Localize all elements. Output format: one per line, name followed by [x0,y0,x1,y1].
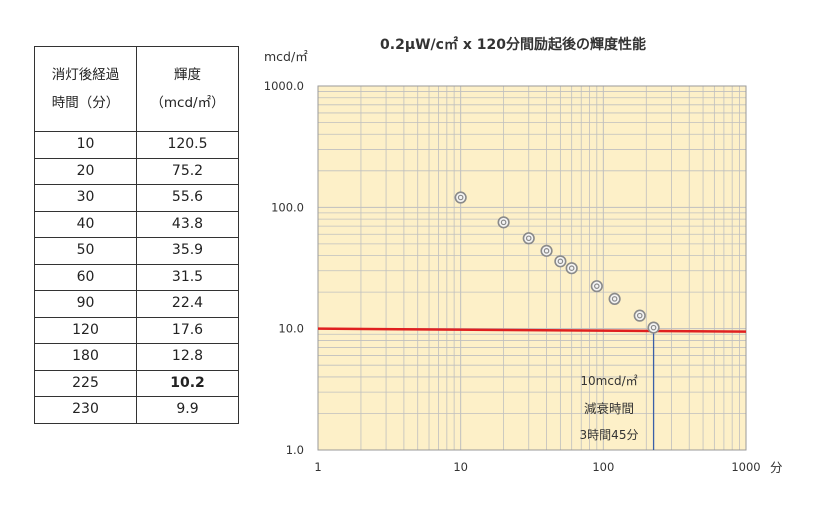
annotation-line-1: 10mcd/㎡ [580,374,637,388]
data-point-inner [611,296,618,302]
cell-time: 225 [34,369,137,397]
data-point-inner [500,219,507,226]
header-elapsed-time: 消灯後経過 時間（分） [34,46,137,132]
plot-frame [317,85,747,451]
table-header-row: 消灯後経過 時間（分） 輝度 （mcd/㎡） [34,46,239,132]
cell-luminance: 17.6 [136,316,239,344]
y-axis-unit-label: mcd/㎡ [264,49,308,64]
table-row: 40 43.8 [34,210,239,238]
cell-luminance-highlight: 10.2 [136,369,239,397]
cell-luminance: 75.2 [136,157,239,185]
data-point [633,309,646,322]
data-point [497,216,510,229]
cell-luminance: 43.8 [136,210,239,238]
cell-time: 40 [34,210,137,238]
cell-time: 10 [34,131,137,159]
table-row: 10 120.5 [34,131,239,159]
data-table: 消灯後経過 時間（分） 輝度 （mcd/㎡） 10 120.5 20 75.2 30… [34,46,239,424]
data-point [590,280,603,293]
header-luminance-line1: 輝度 [174,67,201,83]
x-tick-label: 100 [592,460,614,474]
table-row: 120 17.6 [34,316,239,344]
x-tick-label: 10 [453,460,468,474]
plot-background [318,86,746,450]
cell-luminance: 22.4 [136,290,239,318]
data-table-container: 消灯後経過 時間（分） 輝度 （mcd/㎡） 10 120.5 20 75.2 30… [34,46,239,424]
header-elapsed-time-line1: 消灯後経過 [51,67,120,83]
table-row: 230 9.9 [34,396,239,424]
data-point [608,292,621,305]
data-point-inner [594,283,600,289]
header-luminance-line2: （mcd/㎡） [150,95,225,111]
data-point-inner [525,235,532,242]
table-row: 30 55.6 [34,184,239,212]
cell-luminance: 120.5 [136,131,239,159]
data-point [540,244,553,257]
data-point-inner [568,265,575,272]
data-point-inner [557,258,564,265]
cell-time: 20 [34,157,137,185]
table-row: 225 10.2 [34,369,239,397]
data-point-inner [457,194,464,201]
plot-area: 1 10 100 1000 1.0 10.0 100.0 1000.0 [264,79,761,474]
data-point [454,191,467,204]
reference-line-10mcd [317,327,747,333]
annotation-line-2: 減衰時間 [584,401,634,416]
cell-time: 60 [34,263,137,291]
x-tick-label: 1 [314,460,321,474]
data-point [522,232,535,245]
chart-title: 0.2μW/c㎡ x 120分間励起後の輝度性能 [380,36,646,53]
cell-luminance: 12.8 [136,343,239,371]
table-row: 20 75.2 [34,157,239,185]
cell-luminance: 55.6 [136,184,239,212]
x-axis-unit-label: 分 [770,460,783,475]
data-point [647,321,660,334]
header-elapsed-time-line2: 時間（分） [51,95,120,111]
cell-luminance: 9.9 [136,396,239,424]
x-tick-label: 1000 [731,460,760,474]
table-row: 90 22.4 [34,290,239,318]
y-tick-label: 1000.0 [264,79,304,93]
y-tick-label: 10.0 [278,322,304,336]
cell-time: 30 [34,184,137,212]
data-point-inner [650,324,657,331]
data-point [554,255,567,268]
header-luminance: 輝度 （mcd/㎡） [136,46,239,132]
table-row: 60 31.5 [34,263,239,291]
table-row: 180 12.8 [34,343,239,371]
y-tick-label: 1.0 [286,443,304,457]
y-tick-label: 100.0 [271,200,304,214]
data-point-inner [636,312,643,319]
cell-time: 230 [34,396,137,424]
annotation-line-3: 3時間45分 [580,428,639,442]
data-point-inner [543,248,550,254]
data-point [565,262,578,275]
